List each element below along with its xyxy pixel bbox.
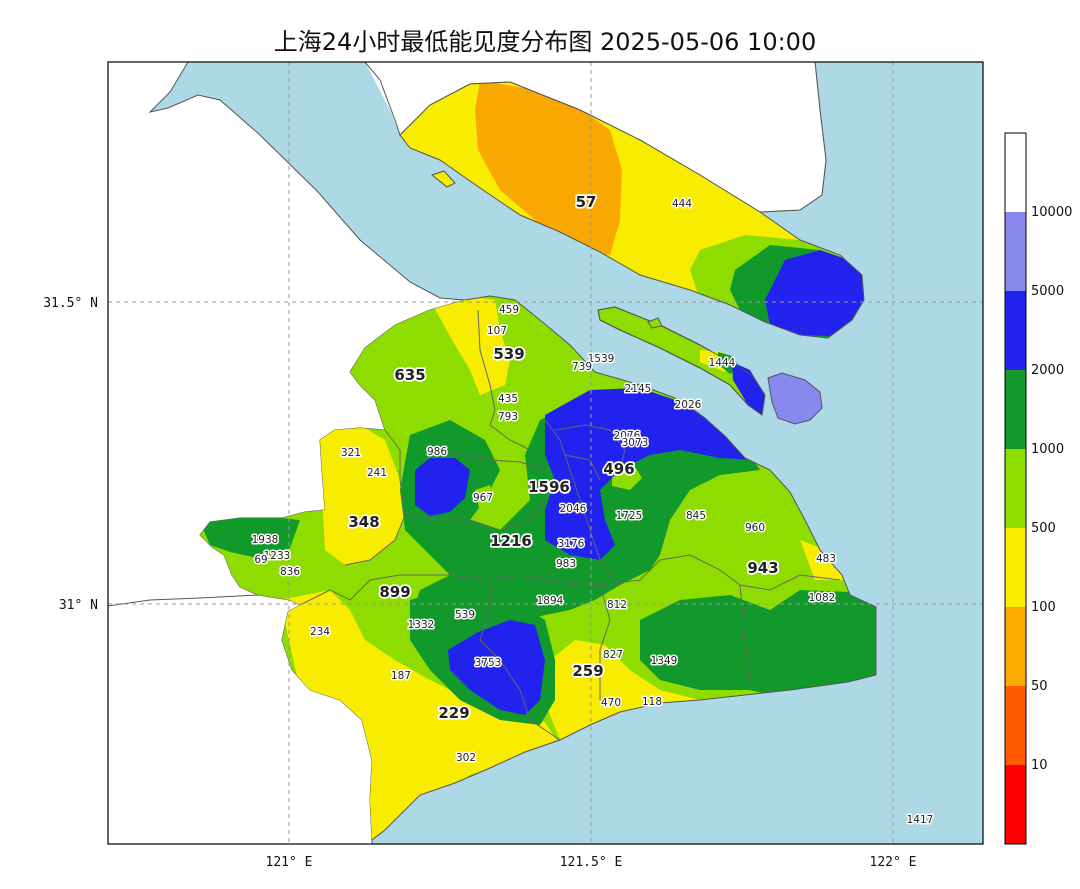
station-value: 234	[310, 626, 330, 638]
station-value: 899	[379, 583, 410, 601]
colorbar-segment	[1005, 528, 1026, 607]
x-tick-label: 121° E	[266, 855, 313, 870]
colorbar-segment	[1005, 765, 1026, 844]
station-value: 3073	[622, 437, 649, 449]
station-value: 967	[473, 492, 493, 504]
station-labels-small: 444 459 107 1539 739 1444 2145 435 793 2…	[250, 197, 935, 828]
station-value: 2046	[560, 503, 587, 515]
yellow-zone-south	[548, 640, 700, 740]
colorbar-frame	[1004, 132, 1027, 845]
blue-zone-urban	[545, 388, 752, 560]
station-value: 1894	[537, 595, 564, 607]
colorbar-segment	[1005, 291, 1026, 370]
station-value: 739	[572, 361, 592, 373]
plot-frame	[107, 61, 984, 845]
station-value: 1417	[907, 814, 934, 826]
station-value: 1082	[809, 592, 836, 604]
colorbar-segment	[1005, 686, 1026, 765]
colorbar-tick-label: 2000	[1031, 363, 1064, 378]
station-value: 107	[487, 325, 507, 337]
colorbar-legend: 10 50 100 500 1000 2000 5000 10000	[1004, 132, 1072, 845]
dark-green-zone-east	[640, 590, 876, 700]
station-value: 836	[280, 566, 300, 578]
station-value: 539	[493, 345, 524, 363]
graticule	[108, 62, 983, 844]
station-value: 539	[455, 609, 475, 621]
station-value: 1596	[528, 478, 570, 496]
x-tick-label: 121.5° E	[560, 855, 623, 870]
hengsha-island	[767, 372, 823, 425]
station-value: 827	[603, 649, 623, 661]
station-value: 3176	[558, 538, 585, 550]
blue-zone-west	[415, 458, 470, 516]
colorbar-tick-label: 500	[1031, 521, 1056, 536]
station-value: 1444	[709, 357, 736, 369]
colorbar-segment	[1005, 607, 1026, 686]
dark-green-zone-west	[200, 518, 300, 558]
colorbar-segment	[1005, 370, 1026, 449]
y-tick-label: 31° N	[59, 598, 98, 613]
y-axis-labels: 31.5° N 31° N	[43, 296, 98, 613]
station-value: 496	[603, 460, 634, 478]
orange-zone	[475, 82, 622, 255]
station-value: 1332	[408, 619, 435, 631]
colorbar-tick-label: 10	[1031, 758, 1048, 773]
station-value: 348	[348, 513, 379, 531]
station-value: 2145	[625, 383, 652, 395]
x-axis-labels: 121° E 121.5° E 122° E	[266, 855, 917, 870]
station-value: 1216	[490, 532, 532, 550]
map-title: 上海24小时最低能见度分布图 2025-05-06 10:00	[274, 28, 816, 56]
station-value: 793	[498, 411, 518, 423]
station-value: 845	[686, 510, 706, 522]
station-value: 470	[601, 697, 621, 709]
y-tick-label: 31.5° N	[43, 296, 98, 311]
colorbar-segment	[1005, 449, 1026, 528]
station-value: 118	[642, 696, 662, 708]
station-value: 635	[394, 366, 425, 384]
station-value: 986	[427, 446, 447, 458]
station-value: 1725	[616, 510, 643, 522]
station-value: 943	[747, 559, 778, 577]
yellow-zone-southwest	[280, 590, 560, 840]
colorbar-tick-label: 10000	[1031, 205, 1072, 220]
sea-inlet-north	[365, 62, 826, 212]
station-value: 960	[745, 522, 765, 534]
station-value: 444	[672, 198, 692, 210]
small-islet	[430, 170, 456, 188]
station-value: 459	[499, 304, 519, 316]
colorbar-tick-label: 5000	[1031, 284, 1064, 299]
station-value: 321	[341, 447, 361, 459]
changxing-island	[597, 306, 766, 416]
station-value: 2076	[614, 430, 641, 442]
station-value: 435	[498, 393, 518, 405]
station-value: 3753	[475, 657, 502, 669]
station-value: 69	[254, 554, 267, 566]
station-value: 483	[816, 553, 836, 565]
yellow-zone-west	[320, 428, 405, 565]
station-value: 229	[438, 704, 469, 722]
station-value: 259	[572, 662, 603, 680]
yellow-zone-north	[430, 296, 510, 395]
blue-zone-east-chongming	[765, 250, 864, 336]
station-value: 812	[607, 599, 627, 611]
station-value: 302	[456, 752, 476, 764]
station-value: 1233	[264, 550, 291, 562]
station-labels-large: 57 539 635 348 1596 496 1216 899 943 259…	[347, 191, 781, 724]
station-value: 241	[367, 467, 387, 479]
station-value: 1539	[588, 353, 615, 365]
station-value: 187	[391, 670, 411, 682]
colorbar-tick-label: 50	[1031, 679, 1048, 694]
station-value: 983	[556, 558, 576, 570]
colorbar-tick-label: 1000	[1031, 442, 1064, 457]
station-value: 1938	[252, 534, 279, 546]
colorbar-segment	[1005, 133, 1026, 212]
colorbar-tick-label: 100	[1031, 600, 1056, 615]
station-value: 57	[576, 193, 597, 211]
colorbar-segment	[1005, 212, 1026, 291]
x-tick-label: 122° E	[870, 855, 917, 870]
station-value: 1349	[651, 655, 678, 667]
station-value: 2026	[675, 399, 702, 411]
